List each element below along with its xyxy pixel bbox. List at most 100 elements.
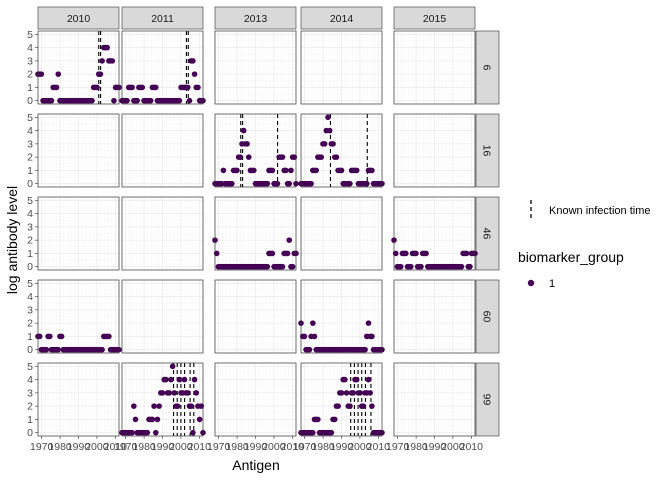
data-point [403, 250, 409, 257]
data-point [315, 416, 321, 423]
x-axis-tick-label: 1980 [311, 441, 335, 453]
legend-point-key [527, 279, 535, 287]
data-point [38, 71, 45, 77]
x-axis-tick-label: 1970 [386, 441, 410, 453]
data-point [347, 403, 353, 409]
data-point [353, 376, 360, 383]
data-point [310, 429, 316, 436]
data-point [338, 390, 345, 396]
data-point [357, 390, 363, 396]
y-axis-tick-label: 4 [27, 42, 33, 54]
data-point [286, 237, 293, 243]
data-point [289, 263, 296, 270]
data-point [360, 403, 367, 409]
y-axis-tick-label: 2 [27, 318, 33, 330]
data-point [274, 180, 281, 187]
data-point [181, 376, 188, 383]
panel-border [37, 113, 120, 188]
x-axis-tick-label: 2000 [85, 441, 109, 453]
data-point [328, 429, 335, 436]
data-point [269, 250, 276, 257]
data-point [269, 167, 276, 174]
data-point [367, 390, 373, 396]
panel-border [393, 30, 476, 105]
facet-panel [35, 30, 122, 105]
facet-strip-label-year: 2014 [330, 13, 354, 25]
data-point [467, 263, 473, 270]
data-point [47, 333, 53, 340]
data-point [104, 44, 110, 51]
data-point [286, 180, 293, 187]
facet-panel [300, 196, 383, 271]
facet-panel [393, 362, 476, 437]
facet-strip-top [300, 6, 383, 30]
data-point [139, 84, 146, 91]
data-point [365, 376, 372, 383]
data-point [109, 58, 116, 64]
data-point [132, 416, 139, 423]
data-point [191, 71, 198, 77]
facet-strip-right [475, 30, 500, 105]
facet-strip-top [37, 6, 120, 30]
data-point [196, 416, 203, 423]
facet-strip-label-year: 2015 [423, 13, 447, 25]
x-axis-tick-label: 1990 [423, 441, 447, 453]
data-point [124, 97, 130, 104]
data-point [129, 84, 135, 91]
y-axis-tick-label: 5 [27, 361, 33, 373]
data-point [343, 390, 350, 396]
facet-panel [212, 196, 299, 271]
facet-strip-label-year: 2013 [244, 13, 268, 25]
legend-infection-label: Known infection time [549, 205, 651, 217]
data-point [418, 263, 424, 270]
x-axis-tick-label: 2000 [441, 441, 465, 453]
data-point [195, 84, 201, 91]
panel-border [393, 279, 476, 354]
facet-strip-label-year: 2011 [151, 13, 174, 25]
data-point [279, 154, 286, 160]
facet-panel [214, 279, 297, 354]
y-axis-tick-label: 5 [27, 29, 33, 41]
data-point [325, 114, 331, 121]
data-point [326, 127, 333, 134]
data-point [313, 167, 319, 174]
y-axis-tick-label: 3 [27, 55, 33, 67]
data-point [284, 250, 291, 257]
data-point [152, 429, 159, 436]
y-axis-tick-label: 2 [27, 69, 33, 81]
panel-border [300, 113, 383, 188]
y-axis-tick-label: 2 [27, 401, 33, 413]
x-axis-tick-label: 2000 [262, 441, 286, 453]
data-point [166, 390, 173, 396]
data-point [279, 263, 286, 270]
data-point [362, 346, 368, 353]
panel-border [214, 113, 297, 188]
data-point [169, 363, 176, 370]
data-point [106, 333, 112, 340]
data-point [331, 416, 338, 423]
data-point [190, 429, 196, 436]
y-axis-tick-label: 0 [27, 178, 33, 190]
data-point [229, 180, 235, 187]
data-point [338, 167, 345, 174]
data-point [264, 180, 271, 187]
y-axis-tick-label: 4 [27, 374, 33, 386]
x-axis-tick-label: 1970 [30, 441, 54, 453]
facet-panel [37, 196, 120, 271]
data-point [220, 167, 227, 174]
data-point [94, 84, 100, 91]
facet-strip-right [475, 196, 500, 271]
data-point [99, 346, 105, 353]
data-point [234, 167, 240, 174]
facet-strip-label-individual: 16 [481, 145, 493, 157]
x-axis-tick-label: 2010 [460, 441, 484, 453]
x-axis-tick-label: 1980 [404, 441, 428, 453]
data-point [55, 71, 62, 77]
facet-strip-label-individual: 6 [481, 65, 493, 71]
data-point [310, 320, 316, 326]
facet-strip-label-individual: 60 [481, 311, 493, 323]
panel-border [121, 30, 204, 105]
data-point [288, 167, 294, 174]
data-point [369, 167, 375, 174]
